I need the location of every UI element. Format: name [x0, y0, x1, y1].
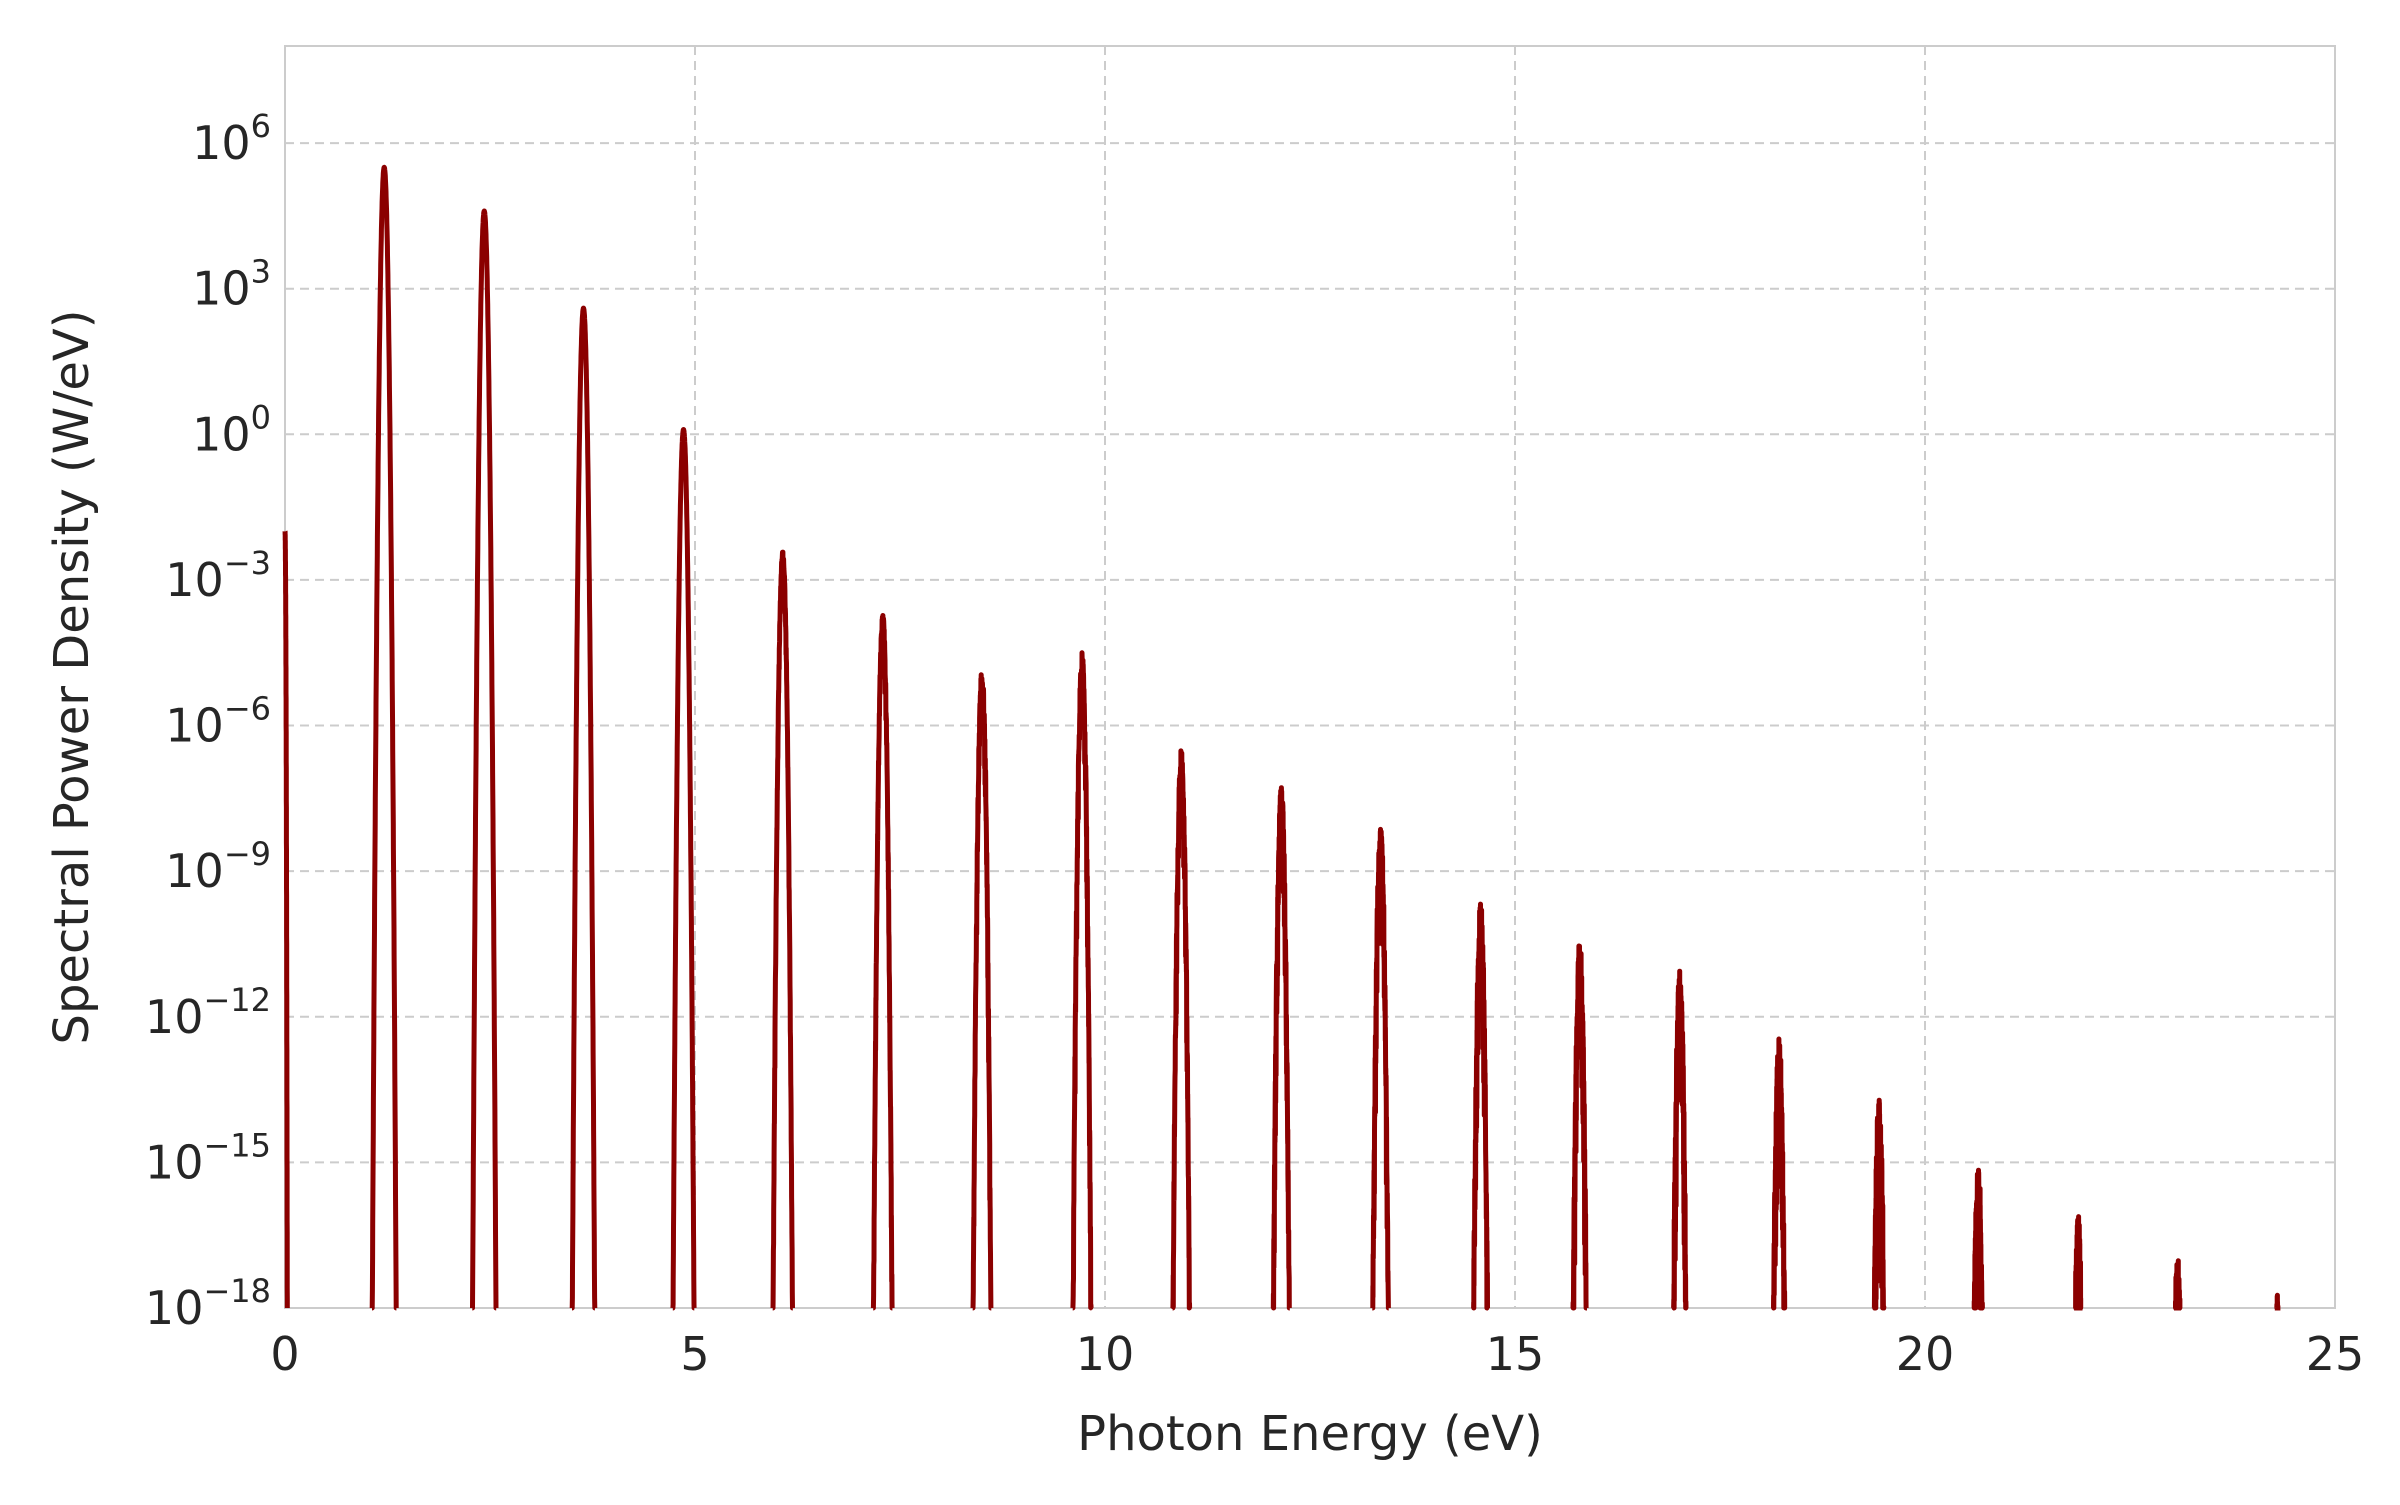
- spectrum-peak: [1770, 1036, 1788, 1311]
- spectrum-peak: [770, 549, 796, 1311]
- spectrum-peak: [870, 613, 895, 1311]
- y-tick-label: 103: [192, 253, 271, 316]
- x-axis-label: Photon Energy (eV): [1077, 1406, 1543, 1462]
- x-tick-label: 25: [2306, 1327, 2365, 1381]
- spectrum-peak: [1070, 650, 1094, 1311]
- y-tick-label: 10−6: [165, 690, 271, 753]
- spectrum-peak: [1871, 1097, 1888, 1311]
- spectrum-peak: [569, 305, 598, 1311]
- y-tick-label: 10−9: [165, 835, 271, 898]
- spectrum-peak: [470, 208, 499, 1311]
- y-tick-label: 10−18: [145, 1272, 271, 1335]
- spectrum-peak: [670, 427, 697, 1311]
- spectrum-peak: [1971, 1167, 1986, 1311]
- x-tick-label: 5: [680, 1327, 709, 1381]
- y-axis-label: Spectral Power Density (W/eV): [44, 310, 100, 1045]
- spectrum-peak: [1470, 901, 1491, 1311]
- x-tick-label: 15: [1486, 1327, 1545, 1381]
- spectrum-peak: [2071, 1214, 2085, 1311]
- spectrum-peak: [1670, 968, 1690, 1311]
- spectrum-peak: [970, 672, 994, 1311]
- spectrum-peak: [1270, 785, 1293, 1311]
- spectrum-peak: [1369, 826, 1392, 1311]
- x-tick-label: 0: [270, 1327, 299, 1381]
- y-tick-label: 100: [192, 398, 271, 461]
- spectrum-peak: [2171, 1258, 2184, 1311]
- y-tick-label: 10−3: [165, 544, 271, 607]
- spectrum-peak: [1170, 748, 1193, 1311]
- spectrum-peak: [369, 164, 399, 1311]
- spectrum-peak: [1570, 943, 1590, 1311]
- x-tick-label: 10: [1076, 1327, 1135, 1381]
- y-tick-label: 10−12: [145, 981, 271, 1044]
- y-tick-label: 10−15: [145, 1126, 271, 1189]
- x-tick-label: 20: [1896, 1327, 1955, 1381]
- spectrum-peak: [282, 529, 290, 1308]
- y-tick-label: 106: [192, 107, 271, 170]
- spectrum-peak: [2272, 1292, 2283, 1311]
